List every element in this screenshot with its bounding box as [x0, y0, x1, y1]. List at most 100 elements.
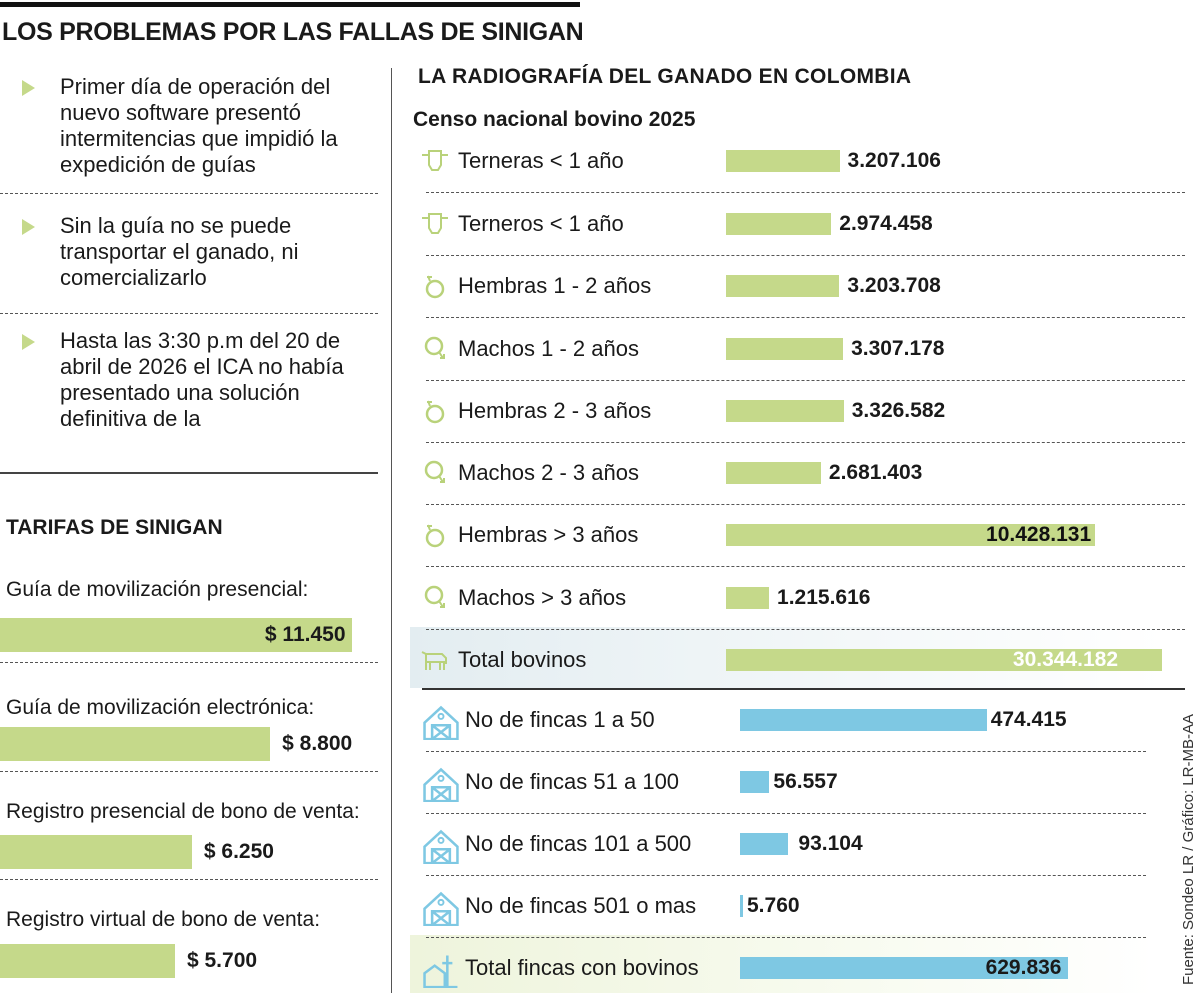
tarifa-label: Guía de movilización electrónica:: [6, 696, 315, 719]
male-icon: [420, 335, 450, 363]
fincas-value: 629.836: [985, 956, 1062, 979]
census-bar: [726, 213, 832, 235]
census-label: Machos > 3 años: [458, 585, 627, 610]
bullet-item: Hasta las 3:30 p.m del 20 de abril de 20…: [22, 328, 382, 432]
fincas-bar: [740, 709, 987, 731]
divider: [426, 442, 1185, 443]
tarifa-value: $ 6.250: [203, 840, 274, 863]
calf-head-icon: [420, 147, 450, 175]
tarifa-label: Registro presencial de bono de venta:: [6, 800, 360, 823]
fincas-label: Total fincas con bovinos: [465, 955, 699, 980]
census-value: 10.428.131: [986, 523, 1092, 546]
fincas-value: 56.557: [773, 770, 838, 793]
census-value: 3.207.106: [847, 149, 941, 172]
census-value: 30.344.182: [1012, 648, 1118, 671]
census-bar: [726, 338, 844, 360]
fincas-label: No de fincas 501 o mas: [465, 893, 697, 918]
barn-icon: [422, 705, 460, 741]
fincas-bar: [740, 957, 1068, 979]
census-value: 3.307.178: [851, 337, 945, 360]
divider: [0, 662, 378, 663]
fincas-value: 474.415: [990, 708, 1067, 731]
tarifas-heading: TARIFAS DE SINIGAN: [6, 516, 223, 539]
divider: [426, 937, 1146, 938]
census-value: 3.326.582: [851, 399, 946, 422]
census-label: Machos 2 - 3 años: [458, 460, 639, 485]
barn-icon: [422, 767, 460, 803]
divider: [0, 313, 378, 314]
tarifa-bar: [0, 944, 175, 978]
divider: [0, 771, 378, 772]
tarifa-label: Guía de movilización presencial:: [6, 578, 309, 601]
divider: [426, 813, 1146, 814]
divider: [426, 380, 1185, 381]
census-bar: [726, 587, 770, 609]
tarifa-value: $ 11.450: [264, 623, 346, 646]
male-icon: [420, 584, 450, 612]
divider: [426, 875, 1146, 876]
census-label: Hembras 2 - 3 años: [458, 398, 652, 423]
female-icon: [420, 272, 450, 300]
fincas-label: No de fincas 51 a 100: [465, 769, 680, 794]
census-value: 2.681.403: [828, 461, 923, 484]
page-title: LOS PROBLEMAS POR LAS FALLAS DE SINIGAN: [2, 18, 584, 46]
barn-icon: [422, 829, 460, 865]
tarifa-value: $ 8.800: [282, 732, 353, 755]
census-bar: [726, 649, 1162, 671]
census-label: Terneros < 1 año: [458, 211, 624, 236]
fincas-label: No de fincas 101 a 500: [465, 831, 692, 856]
tarifa-value: $ 5.700: [186, 949, 258, 972]
divider: [426, 566, 1185, 567]
top-rule: [0, 2, 580, 7]
farm-icon: [422, 953, 460, 989]
fincas-bar: [740, 895, 743, 917]
divider: [422, 688, 1185, 690]
divider: [426, 255, 1185, 256]
census-value: 1.215.616: [777, 586, 871, 609]
tarifa-bar: [0, 835, 192, 869]
bullet-item: Primer día de operación del nuevo softwa…: [22, 74, 382, 178]
source-note: Fuente: Sondeo LR / Gráfico: LR-MB-AA: [1180, 714, 1197, 985]
triangle-bullet-icon: [22, 219, 35, 235]
divider: [426, 751, 1146, 752]
tarifa-label: Registro virtual de bono de venta:: [6, 908, 321, 931]
divider: [426, 504, 1185, 505]
fincas-bar: [740, 833, 789, 855]
bullet-text: Primer día de operación del nuevo softwa…: [60, 74, 338, 177]
divider: [0, 193, 378, 194]
calf-head-icon: [420, 210, 450, 238]
divider: [426, 317, 1185, 318]
female-icon: [420, 521, 450, 549]
census-label: Terneras < 1 año: [458, 148, 624, 173]
bullet-text: Hasta las 3:30 p.m del 20 de abril de 20…: [60, 328, 344, 431]
tarifa-bar: [0, 727, 271, 761]
chart-title: Censo nacional bovino 2025: [413, 108, 696, 131]
census-bar: [726, 150, 840, 172]
male-icon: [420, 459, 450, 487]
bullet-text: Sin la guía no se puede transportar el g…: [60, 213, 299, 290]
divider: [0, 472, 378, 474]
column-divider: [391, 68, 392, 993]
fincas-value: 5.760: [747, 894, 800, 917]
census-bar: [726, 462, 821, 484]
triangle-bullet-icon: [22, 80, 35, 96]
fincas-bar: [740, 771, 770, 793]
census-bar: [726, 524, 1096, 546]
divider: [426, 629, 1185, 630]
divider: [426, 192, 1185, 193]
cow-icon: [420, 646, 450, 674]
fincas-label: No de fincas 1 a 50: [465, 707, 655, 732]
bullet-item: Sin la guía no se puede transportar el g…: [22, 213, 382, 291]
tarifa-bar: [0, 618, 352, 652]
fincas-value: 93.104: [798, 832, 863, 855]
census-bar: [726, 275, 840, 297]
female-icon: [420, 397, 450, 425]
triangle-bullet-icon: [22, 334, 35, 350]
divider: [0, 879, 378, 880]
census-value: 3.203.708: [847, 274, 941, 297]
census-value: 2.974.458: [839, 212, 933, 235]
census-bar: [726, 400, 844, 422]
section-heading: LA RADIOGRAFÍA DEL GANADO EN COLOMBIA: [418, 65, 912, 88]
barn-icon: [422, 891, 460, 927]
census-label: Hembras 1 - 2 años: [458, 273, 652, 298]
